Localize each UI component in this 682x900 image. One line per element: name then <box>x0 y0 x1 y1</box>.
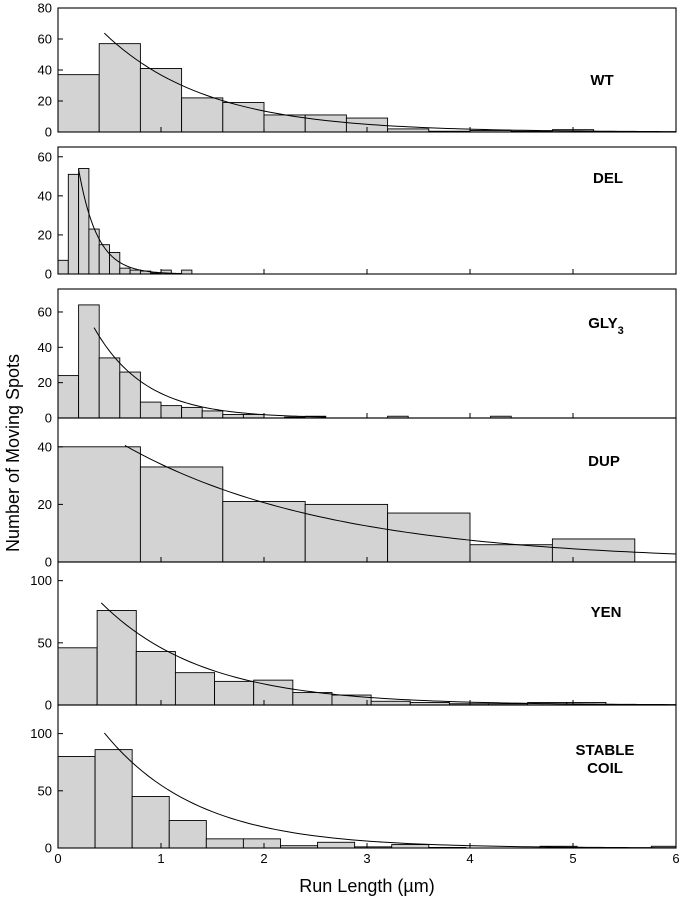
histogram-bar <box>174 672 216 706</box>
x-tick-label: 3 <box>363 851 370 866</box>
histogram-bar <box>214 680 255 706</box>
histogram-bar <box>57 756 96 849</box>
y-tick-label: 0 <box>45 267 52 282</box>
histogram-bar <box>96 610 137 706</box>
y-tick-label: 20 <box>38 227 52 242</box>
y-tick-label: 40 <box>38 439 52 454</box>
y-tick-label: 0 <box>45 698 52 713</box>
panel-1: 0 20 40 60 80 WT <box>38 1 677 140</box>
panel-label-subscript: 3 <box>618 325 624 337</box>
x-tick-label: 6 <box>672 851 679 866</box>
panel-label: YEN <box>591 604 622 621</box>
histogram-bar <box>242 838 281 849</box>
histogram-bar <box>98 357 121 419</box>
histogram-bar <box>139 401 162 419</box>
y-tick-label: 20 <box>38 497 52 512</box>
fit-curve <box>93 327 326 418</box>
histogram-bar <box>160 405 183 419</box>
panel-5: 0 50 100 YEN <box>30 561 677 713</box>
y-tick-label: 100 <box>30 726 52 741</box>
x-tick-label: 0 <box>54 851 61 866</box>
x-tick-label: 1 <box>157 851 164 866</box>
fit-curve <box>103 732 677 849</box>
y-tick-label: 100 <box>30 573 52 588</box>
x-tick-label: 4 <box>466 851 473 866</box>
histogram-bar <box>317 841 356 849</box>
histogram-bar <box>78 168 90 275</box>
y-tick-label: 20 <box>38 375 52 390</box>
histogram-bar <box>98 43 141 133</box>
histogram-bar <box>181 97 224 133</box>
histogram-bar <box>135 651 176 706</box>
y-tick-label: 40 <box>38 340 52 355</box>
y-axis-title: Number of Moving Spots <box>3 354 23 552</box>
histogram-bar <box>370 700 411 706</box>
histogram-bar <box>168 820 207 849</box>
histogram-bar <box>222 501 306 563</box>
histogram-bar <box>222 102 265 133</box>
panel-label: STABLE <box>576 742 635 759</box>
histogram-bar <box>201 410 224 419</box>
panel-3: 0 20 40 60 GLY3 <box>38 288 677 426</box>
x-tick-label: 5 <box>569 851 576 866</box>
panel-label: GLY3 <box>588 315 624 337</box>
y-tick-label: 60 <box>38 149 52 164</box>
histogram-bar <box>331 694 372 706</box>
histogram-bar <box>387 512 471 563</box>
x-axis-title: Run Length (µm) <box>299 876 434 896</box>
x-tick-label: 2 <box>260 851 267 866</box>
panel-label-line2: COIL <box>587 760 623 777</box>
y-tick-label: 60 <box>38 32 52 47</box>
histogram-bar <box>131 796 170 849</box>
y-tick-label: 50 <box>38 635 52 650</box>
y-tick-label: 0 <box>45 555 52 570</box>
histogram-bar <box>181 269 193 275</box>
histogram-bar <box>205 838 244 849</box>
histogram-bar <box>292 692 333 706</box>
histogram-bar <box>94 749 133 849</box>
panel-label: DEL <box>593 170 623 187</box>
histogram-bar <box>304 503 389 563</box>
histogram-bar <box>139 466 224 563</box>
y-tick-label: 0 <box>45 841 52 856</box>
histogram-bar <box>57 647 98 706</box>
y-tick-label: 0 <box>45 411 52 426</box>
y-tick-label: 40 <box>38 188 52 203</box>
fit-curve <box>124 445 677 555</box>
panel-label: WT <box>590 72 613 89</box>
y-tick-label: 60 <box>38 304 52 319</box>
y-tick-label: 80 <box>38 1 52 16</box>
histogram-bar <box>57 74 100 133</box>
histogram-bar <box>181 406 203 419</box>
histogram-bar <box>57 375 80 419</box>
histogram-bar <box>78 304 100 419</box>
histogram-bar <box>139 67 183 133</box>
histogram-bar <box>119 267 131 275</box>
fit-curve <box>100 602 677 706</box>
panel-label: DUP <box>588 453 620 470</box>
histogram-bar <box>57 259 69 275</box>
histogram-bar <box>57 446 141 563</box>
histogram-bar <box>469 544 553 563</box>
panel-4: 0 20 40 DUP <box>38 417 677 570</box>
histogram-bar <box>304 114 347 133</box>
panel-frame <box>57 288 677 419</box>
panel-frame <box>57 146 677 275</box>
fit-curve <box>104 32 677 133</box>
y-tick-label: 40 <box>38 63 52 78</box>
y-tick-label: 0 <box>45 125 52 140</box>
y-tick-label: 20 <box>38 94 52 109</box>
histogram-bar <box>129 269 141 275</box>
histogram-bar <box>98 244 110 275</box>
panel-2: 0 20 40 60 DEL <box>38 146 677 282</box>
histogram-bar <box>253 679 294 706</box>
histogram-bar <box>67 173 80 275</box>
fit-curve <box>78 169 177 274</box>
y-tick-label: 50 <box>38 783 52 798</box>
